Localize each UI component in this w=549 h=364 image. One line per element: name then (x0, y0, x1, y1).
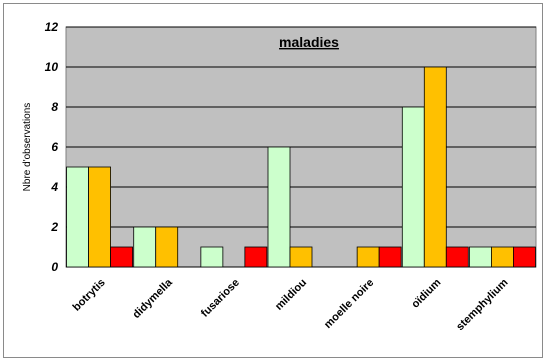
bar-didymella-s2 (155, 226, 179, 268)
y-axis-ticks: 0 2 4 6 8 10 12 (45, 20, 59, 274)
bar-botrytis-s2 (88, 166, 111, 268)
bars (66, 66, 536, 268)
x-category-label: stemphylium (454, 276, 511, 333)
bar-botrytis-s3 (110, 246, 133, 268)
bar-moelle-noire-s2 (356, 246, 380, 268)
bar-oïdium-s1 (401, 106, 425, 268)
bar-fusariose-s1 (200, 246, 224, 268)
y-tick-label: 0 (51, 260, 58, 274)
x-category-label: oïdium (409, 276, 443, 310)
bar-didymella-s1 (133, 226, 157, 268)
x-category-label: didymella (130, 276, 175, 321)
y-tick-label: 6 (51, 140, 58, 154)
bar-stemphylium-s2 (491, 246, 514, 268)
y-tick-label: 8 (51, 100, 58, 114)
bar-oïdium-s3 (445, 246, 469, 268)
bar-oïdium-s2 (423, 66, 447, 268)
y-tick-label: 4 (50, 180, 58, 194)
bar-stemphylium-s1 (469, 246, 492, 268)
x-category-label: mildiou (273, 277, 309, 313)
chart-title: maladies (279, 34, 339, 50)
y-axis-title: Nbre d'observations (22, 103, 33, 192)
bar-fusariose-s3 (244, 246, 268, 268)
x-category-label: botrytis (71, 277, 108, 314)
y-tick-label: 10 (45, 60, 59, 74)
y-tick-label: 2 (50, 220, 58, 234)
x-axis-labels: botrytis didymella fusariose mildiou moelle … (71, 276, 511, 333)
bar-mildiou-s2 (289, 246, 313, 268)
bar-moelle-noire-s3 (378, 246, 402, 268)
bar-botrytis-s1 (66, 166, 89, 268)
x-category-label: fusariose (199, 277, 242, 320)
y-tick-label: 12 (45, 20, 59, 34)
bar-stemphylium-s3 (513, 246, 536, 268)
x-category-label: moelle noire (322, 277, 376, 331)
bar-mildiou-s1 (267, 146, 291, 268)
